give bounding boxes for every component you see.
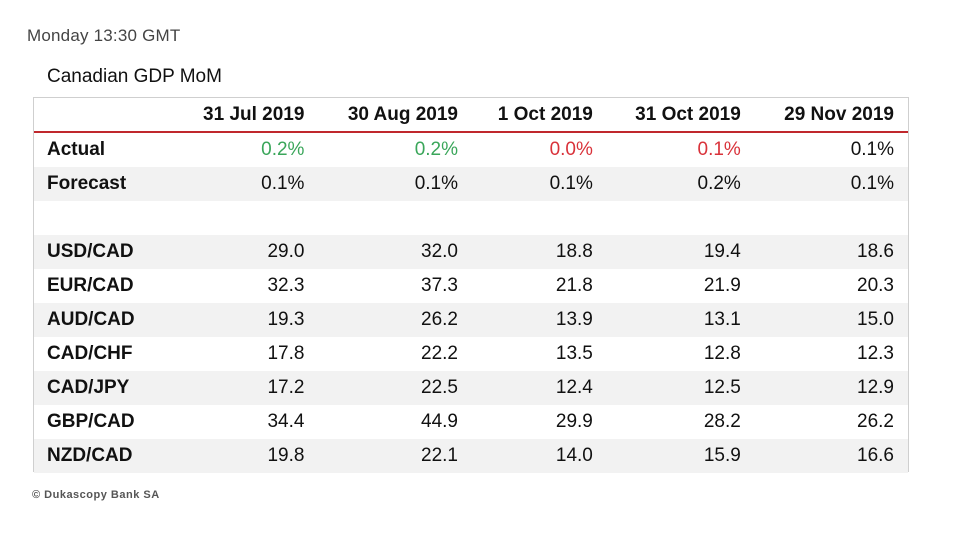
- row-label: AUD/CAD: [34, 303, 176, 337]
- table-cell: 12.3: [857, 343, 894, 364]
- row-label: Actual: [47, 139, 106, 160]
- table-cell: 13.1: [606, 303, 755, 337]
- row-label: NZD/CAD: [34, 439, 176, 473]
- table-cell: 12.9: [754, 371, 908, 405]
- table-cell: 14.0: [472, 439, 607, 473]
- row-label: CAD/JPY: [34, 371, 176, 405]
- header-corner: [34, 98, 176, 133]
- table-header: 31 Jul 2019 30 Aug 2019 1 Oct 2019 31 Oc…: [34, 98, 908, 133]
- table-cell: 21.9: [703, 275, 741, 296]
- row-label: Forecast: [34, 167, 176, 201]
- table-cell: [755, 201, 908, 235]
- table-cell: 22.1: [318, 439, 472, 473]
- table-cell: 28.2: [703, 411, 741, 432]
- table-cell: 0.0%: [549, 139, 593, 160]
- table-row: CAD/CHF 17.8 22.2 13.5 12.8 12.3: [34, 337, 908, 371]
- table-cell: 12.8: [703, 343, 741, 364]
- table-cell: 13.9: [472, 303, 607, 337]
- table-cell: 44.9: [421, 411, 458, 432]
- table-cell: 12.5: [606, 371, 755, 405]
- table-row: [34, 201, 908, 235]
- table-cell: 0.2%: [261, 139, 305, 160]
- table-cell: 19.4: [606, 235, 755, 269]
- table-row: AUD/CAD 19.3 26.2 13.9 13.1 15.0: [34, 303, 908, 337]
- table-body: Actual 0.2% 0.2% 0.0% 0.1% 0.1% Forecast 0.1% 0.…: [34, 132, 908, 473]
- table-cell: 17.2: [175, 371, 319, 405]
- table-cell: [472, 201, 607, 235]
- table-cell: 29.0: [175, 235, 319, 269]
- table-cell: 18.6: [754, 235, 908, 269]
- column-header: 31 Oct 2019: [606, 98, 755, 133]
- table-cell: 12.4: [472, 371, 607, 405]
- row-label: CAD/CHF: [47, 343, 133, 364]
- table-cell: [176, 201, 319, 235]
- table-row: Forecast 0.1% 0.1% 0.1% 0.2% 0.1%: [34, 167, 908, 201]
- table-cell: 0.2%: [414, 139, 458, 160]
- table-cell: 0.1%: [175, 167, 319, 201]
- table-row: GBP/CAD 34.4 44.9 29.9 28.2 26.2: [34, 405, 908, 439]
- table-cell: 15.0: [754, 303, 908, 337]
- table-row: CAD/JPY 17.2 22.5 12.4 12.5 12.9: [34, 371, 908, 405]
- table-cell: 0.1%: [472, 167, 607, 201]
- column-header: 30 Aug 2019: [318, 98, 472, 133]
- gdp-table: 31 Jul 2019 30 Aug 2019 1 Oct 2019 31 Oc…: [34, 98, 908, 473]
- gdp-table-container: 31 Jul 2019 30 Aug 2019 1 Oct 2019 31 Oc…: [33, 97, 909, 473]
- table-cell: 0.1%: [697, 139, 741, 160]
- table-cell: 18.8: [472, 235, 607, 269]
- table-cell: 20.3: [857, 275, 894, 296]
- row-label: USD/CAD: [34, 235, 176, 269]
- table-cell: 34.4: [267, 411, 305, 432]
- table-row: NZD/CAD 19.8 22.1 14.0 15.9 16.6: [34, 439, 908, 473]
- table-cell: 26.2: [318, 303, 472, 337]
- column-header: 1 Oct 2019: [472, 98, 607, 133]
- table-cell: 29.9: [555, 411, 593, 432]
- table-cell: 15.9: [606, 439, 755, 473]
- table-cell: 22.5: [318, 371, 472, 405]
- table-cell: 16.6: [754, 439, 908, 473]
- table-cell: 32.3: [267, 275, 305, 296]
- column-header: 29 Nov 2019: [754, 98, 908, 133]
- table-cell: 22.2: [421, 343, 458, 364]
- table-title: Canadian GDP MoM: [47, 66, 222, 87]
- table-cell: 21.8: [555, 275, 593, 296]
- header-row: 31 Jul 2019 30 Aug 2019 1 Oct 2019 31 Oc…: [34, 98, 908, 133]
- copyright-credit: © Dukascopy Bank SA: [32, 489, 160, 501]
- table-cell: 0.1%: [754, 167, 908, 201]
- table-cell: 19.3: [175, 303, 319, 337]
- table-row: Actual 0.2% 0.2% 0.0% 0.1% 0.1%: [34, 132, 908, 167]
- table-row: USD/CAD 29.0 32.0 18.8 19.4 18.6: [34, 235, 908, 269]
- table-cell: 19.8: [175, 439, 319, 473]
- table-cell: 37.3: [421, 275, 458, 296]
- table-cell: 17.8: [267, 343, 305, 364]
- column-header: 31 Jul 2019: [175, 98, 319, 133]
- table-cell: 13.5: [555, 343, 593, 364]
- table-cell: [607, 201, 755, 235]
- row-label: EUR/CAD: [47, 275, 134, 296]
- table-row: EUR/CAD 32.3 37.3 21.8 21.9 20.3: [34, 269, 908, 303]
- release-timestamp: Monday 13:30 GMT: [27, 26, 181, 45]
- table-cell: [318, 201, 472, 235]
- row-label: [34, 201, 176, 235]
- table-cell: 26.2: [857, 411, 894, 432]
- table-cell: 0.1%: [318, 167, 472, 201]
- table-cell: 32.0: [318, 235, 472, 269]
- table-cell: 0.1%: [850, 139, 894, 160]
- table-cell: 0.2%: [606, 167, 755, 201]
- row-label: GBP/CAD: [47, 411, 135, 432]
